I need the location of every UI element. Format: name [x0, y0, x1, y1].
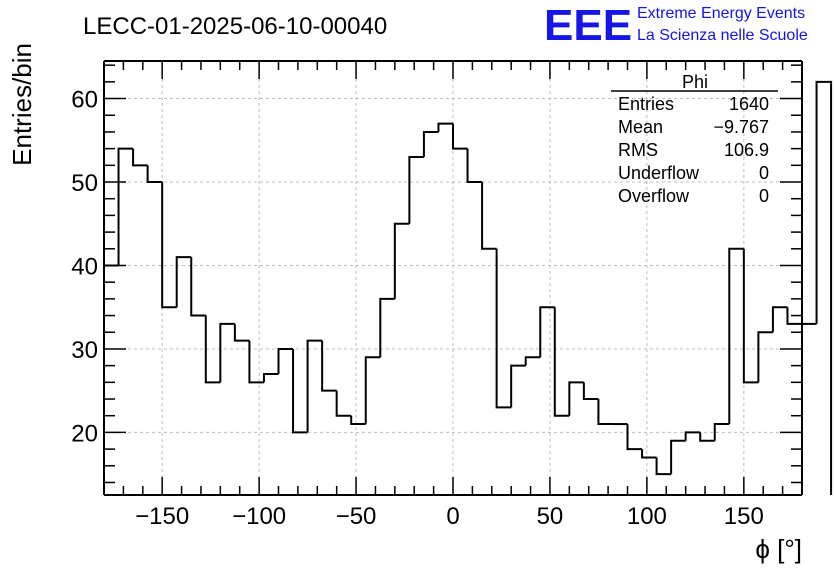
histogram-bins [103, 80, 833, 495]
histogram-bin [815, 80, 833, 495]
histogram-bin [713, 423, 730, 441]
histogram-bin [204, 315, 221, 384]
histogram-bin [292, 348, 308, 434]
histogram-bin [655, 457, 672, 476]
histogram-bin [175, 256, 192, 308]
histogram-bin [568, 381, 584, 416]
x-axis-title: ϕ [°] [755, 534, 802, 564]
histogram-bin [524, 356, 541, 366]
histogram-bin [597, 399, 613, 426]
logo-line-2: La Scienza nelle Scuole [637, 27, 808, 44]
histogram-bin [335, 390, 352, 417]
x-tick-label: 100 [627, 503, 667, 530]
stats-row-label: RMS [618, 140, 658, 160]
histogram-bin [626, 424, 643, 451]
histogram-bin [146, 165, 163, 184]
histogram-bin [321, 340, 337, 392]
histogram-bin [553, 307, 570, 417]
stats-row-label: Entries [618, 94, 674, 114]
histogram-bin [219, 322, 235, 383]
grid-lines [104, 61, 802, 495]
stats-box: Phi Entries 1640 Mean −9.767 RMS 106.9 Underfl… [611, 72, 778, 206]
y-tick-labels: 20 30 40 50 60 [71, 87, 98, 448]
histogram-bin [132, 148, 148, 167]
stats-row-value: 1640 [729, 94, 769, 114]
x-tick-label: −100 [232, 503, 286, 530]
stats-row-label: Mean [618, 117, 663, 137]
histogram-bin [757, 331, 773, 383]
histogram-bin [117, 147, 134, 266]
eee-logo: EEE Extreme Energy Events La Scienza nel… [544, 1, 808, 50]
histogram-bin [379, 297, 395, 358]
histogram-bin [161, 182, 177, 309]
histogram-bin [771, 306, 788, 333]
stats-row-value: 106.9 [724, 140, 769, 160]
y-tick-label: 30 [71, 337, 98, 364]
histogram-bin [495, 248, 512, 409]
histogram-bin [641, 449, 657, 459]
histogram-bin [262, 372, 279, 383]
stats-row-value: 0 [759, 186, 769, 206]
stats-row-value: 0 [759, 163, 769, 183]
y-tick-label: 40 [71, 253, 98, 280]
stats-row-label: Overflow [618, 186, 690, 206]
histogram-bin [248, 340, 264, 384]
histogram-bin [408, 155, 424, 224]
histogram-bin [103, 264, 119, 495]
histogram-bin [786, 307, 802, 325]
histogram-bin [306, 339, 323, 433]
histogram-bin [190, 257, 206, 317]
x-tick-label: −150 [135, 503, 189, 530]
histogram-bin [393, 222, 410, 299]
x-tick-label: 0 [446, 503, 459, 530]
histogram-bin [350, 415, 366, 426]
logo-mark: EEE [544, 1, 632, 50]
histogram-bin [582, 382, 599, 401]
y-axis-title: Entries/bin [7, 43, 37, 166]
histogram-bin [437, 122, 453, 132]
stats-row-value: −9.767 [713, 117, 769, 137]
histogram-bin [422, 130, 439, 157]
x-tick-label: 50 [537, 503, 564, 530]
x-tick-label: −50 [336, 503, 377, 530]
stats-row-label: Underflow [618, 163, 700, 183]
histogram-bin [699, 432, 715, 442]
logo-line-1: Extreme Energy Events [637, 5, 805, 22]
histogram-bin [364, 356, 381, 425]
stats-rows: Entries 1640 Mean −9.767 RMS 106.9 Underflow 0 O… [618, 94, 769, 206]
histogram-bin [466, 148, 483, 184]
y-tick-label: 20 [71, 420, 98, 447]
stats-title: Phi [682, 72, 708, 92]
histogram-bin [233, 323, 250, 342]
histogram-bin [670, 439, 686, 475]
histogram-bin [684, 431, 701, 441]
histogram-bin [510, 364, 526, 408]
histogram-bin [452, 123, 468, 150]
y-tick-label: 60 [71, 87, 98, 114]
histogram-bin [728, 247, 744, 425]
axes [103, 60, 803, 496]
histogram-bin [742, 248, 759, 384]
x-tick-labels: −150 −100 −50 0 50 100 150 [135, 503, 764, 530]
histogram-bin [481, 182, 497, 250]
histogram-bin [277, 347, 294, 374]
y-tick-label: 50 [71, 170, 98, 197]
x-tick-label: 150 [724, 503, 764, 530]
chart-title: LECC-01-2025-06-10-00040 [83, 13, 387, 40]
histogram-bin [539, 306, 555, 358]
